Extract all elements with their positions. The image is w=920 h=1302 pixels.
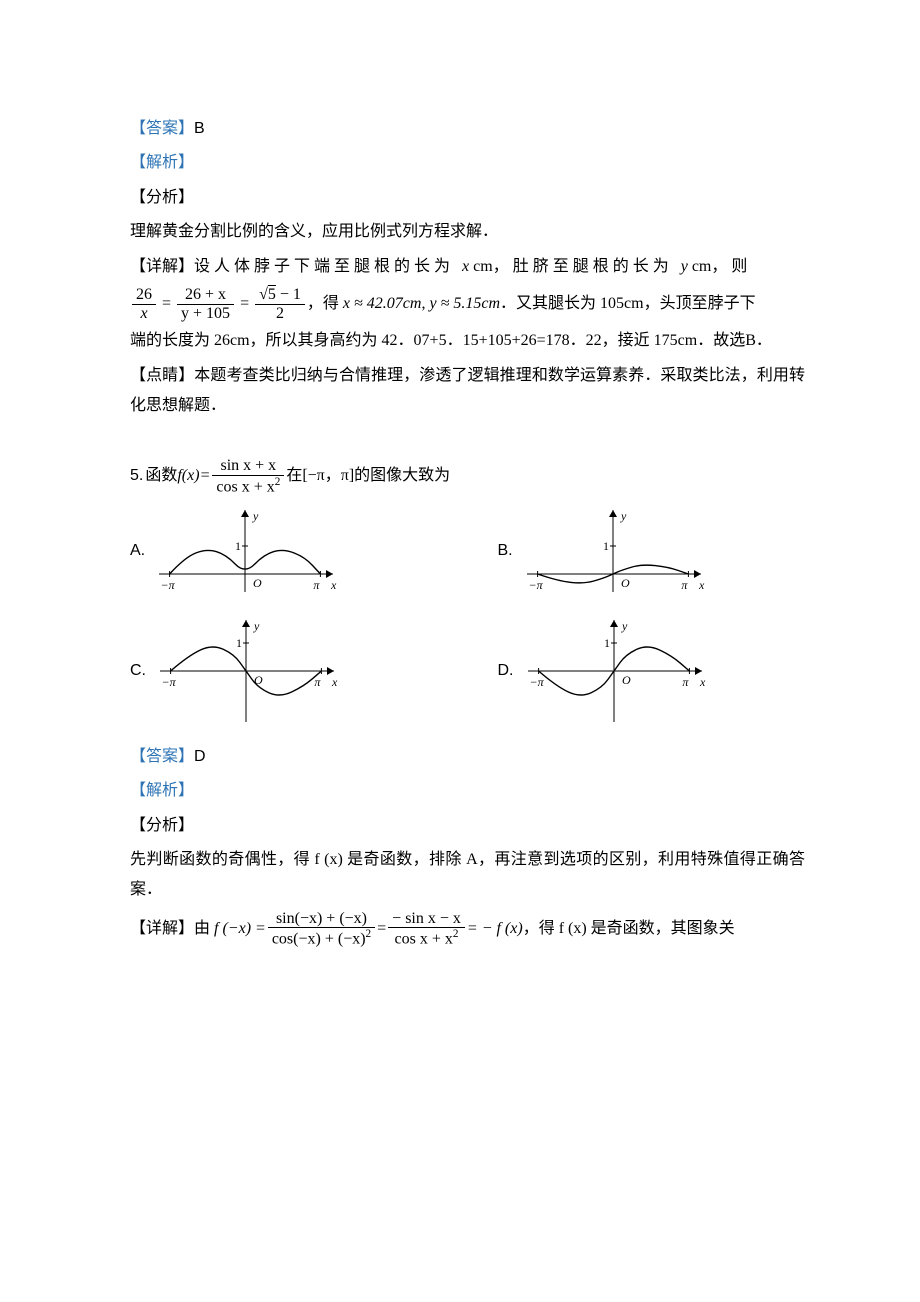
svg-text:−π: −π — [528, 578, 543, 592]
svg-text:π: π — [314, 578, 321, 592]
unit-cm-2: cm — [688, 258, 712, 275]
option-a: A. −π π O 1 y x — [130, 506, 438, 596]
svg-text:1: 1 — [235, 539, 241, 553]
svg-text:O: O — [253, 576, 262, 590]
option-a-label: A. — [130, 536, 145, 566]
svg-text:x: x — [699, 675, 706, 689]
svg-text:y: y — [253, 619, 260, 633]
svg-text:y: y — [621, 619, 628, 633]
svg-text:−π: −π — [162, 675, 177, 689]
q5-eq-f1-den: cos(−x) + (−x) — [272, 931, 366, 948]
q4-equation: 26 x = 26 + x y + 105 = √5 − 1 2 — [130, 286, 307, 322]
q5-frac-num: sin x + x — [212, 457, 284, 475]
q5-analysis-text: 先判断函数的奇偶性，得 f (x) 是奇函数，排除 A，再注意到选项的区别，利用… — [130, 845, 805, 906]
option-b-label: B. — [498, 536, 513, 566]
svg-text:O: O — [621, 576, 630, 590]
q5-stem-mid: 在[−π，π]的图像大致为 — [286, 461, 450, 491]
analysis-label: 【分析】 — [130, 189, 194, 206]
frac2-num: 26 + x — [185, 286, 226, 303]
q5-eq-mid1: = — [377, 914, 386, 944]
svg-text:x: x — [330, 578, 337, 592]
q5-stem-pre: 函数 — [145, 461, 177, 491]
option-c-label: C. — [130, 656, 146, 686]
detail-label: 【详解】 — [130, 258, 194, 275]
q5-number: 5. — [130, 461, 143, 491]
answer-label: 【答案】 — [130, 120, 194, 137]
svg-text:π: π — [682, 675, 689, 689]
unit-cm-1: cm — [469, 258, 493, 275]
q5-eq-f1-num: sin(−x) + (−x) — [268, 910, 375, 928]
graph-d: −π π O 1y x — [522, 616, 712, 726]
graph-a: −π π O 1 y x — [153, 506, 343, 596]
frac3-sqrt: 5 — [268, 286, 276, 303]
svg-text:y: y — [252, 509, 259, 523]
q5-fx: f(x)= — [177, 461, 210, 491]
q5-equation: f (−x) = sin(−x) + (−x) cos(−x) + (−x)2 … — [214, 910, 523, 949]
approx-y: y ≈ 5.15cm — [429, 295, 500, 312]
frac1-den: x — [132, 304, 156, 323]
detail-mid2: ，则 — [711, 258, 751, 275]
svg-text:1: 1 — [604, 636, 610, 650]
option-b: B. −π π O 1 y x — [498, 506, 806, 596]
q5-answer-label: 【答案】 — [130, 748, 194, 765]
detail-mid1: ，肚脐至腿根的长为 — [493, 258, 681, 275]
q5-stem: 5. 函数 f(x)= sin x + x cos x + x2 在[−π，π]… — [130, 457, 805, 496]
approx-x: x ≈ 42.07cm — [343, 295, 422, 312]
analysis-text: 理解黄金分割比例的含义，应用比例式列方程求解． — [130, 217, 805, 247]
frac1-num: 26 — [132, 286, 156, 304]
q5-detail-pre: 由 — [194, 920, 214, 937]
parse-label: 【解析】 — [130, 154, 194, 171]
frac3-den: 2 — [255, 304, 305, 323]
option-d: D. −π π O 1y x — [498, 616, 806, 726]
option-c: C. −π π O 1y x — [130, 616, 438, 726]
answer-value: B — [194, 120, 205, 137]
detail-line2: 端的长度为 26cm，所以其身高约为 42．07+5．15+105+26=178… — [130, 326, 805, 356]
q5-frac-den-pre: cos x + x — [216, 478, 274, 495]
q5-eq-lhs: f (−x) = — [214, 914, 266, 944]
after-eq1: ，得 — [307, 295, 343, 312]
q5-eq-f1-sup: 2 — [366, 928, 372, 940]
q5-eq-f2-sup: 2 — [453, 928, 459, 940]
frac3-tail: − 1 — [276, 286, 301, 303]
q5-eq-mid2: = − f (x) — [467, 914, 523, 944]
svg-text:1: 1 — [236, 636, 242, 650]
svg-text:1: 1 — [603, 539, 609, 553]
q5-detail-label: 【详解】 — [130, 920, 194, 937]
q5-frac-den-sup: 2 — [275, 476, 281, 488]
after-eq2: ．又其腿长为 105cm，头顶至脖子下 — [500, 295, 756, 312]
q5-analysis-label: 【分析】 — [130, 817, 194, 834]
svg-text:y: y — [620, 509, 627, 523]
svg-text:π: π — [314, 675, 321, 689]
q5-parse-label: 【解析】 — [130, 782, 194, 799]
option-d-label: D. — [498, 656, 514, 686]
q5-answer-value: D — [194, 748, 206, 765]
detail-lead: 设人体脖子下端至腿根的长为 — [194, 258, 462, 275]
q5-eq-f2-den: cos x + x — [395, 931, 453, 948]
svg-text:x: x — [698, 578, 705, 592]
graph-b: −π π O 1 y x — [521, 506, 711, 596]
svg-text:O: O — [254, 673, 263, 687]
svg-text:x: x — [331, 675, 338, 689]
insight-text: 本题考查类比归纳与合情推理，渗透了逻辑推理和数学运算素养．采取类比法，利用转化思… — [130, 367, 805, 414]
graph-c: −π π O 1y x — [154, 616, 344, 726]
q5-eq-f2-num: − sin x − x — [388, 910, 465, 928]
svg-text:−π: −π — [529, 675, 544, 689]
var-y: y — [681, 258, 688, 275]
svg-text:π: π — [681, 578, 688, 592]
svg-text:O: O — [622, 673, 631, 687]
q5-detail-post: ，得 f (x) 是奇函数，其图象关 — [523, 920, 735, 937]
frac2-den: y + 105 — [181, 305, 230, 322]
insight-label: 【点睛】 — [130, 367, 194, 384]
svg-text:−π: −π — [161, 578, 176, 592]
